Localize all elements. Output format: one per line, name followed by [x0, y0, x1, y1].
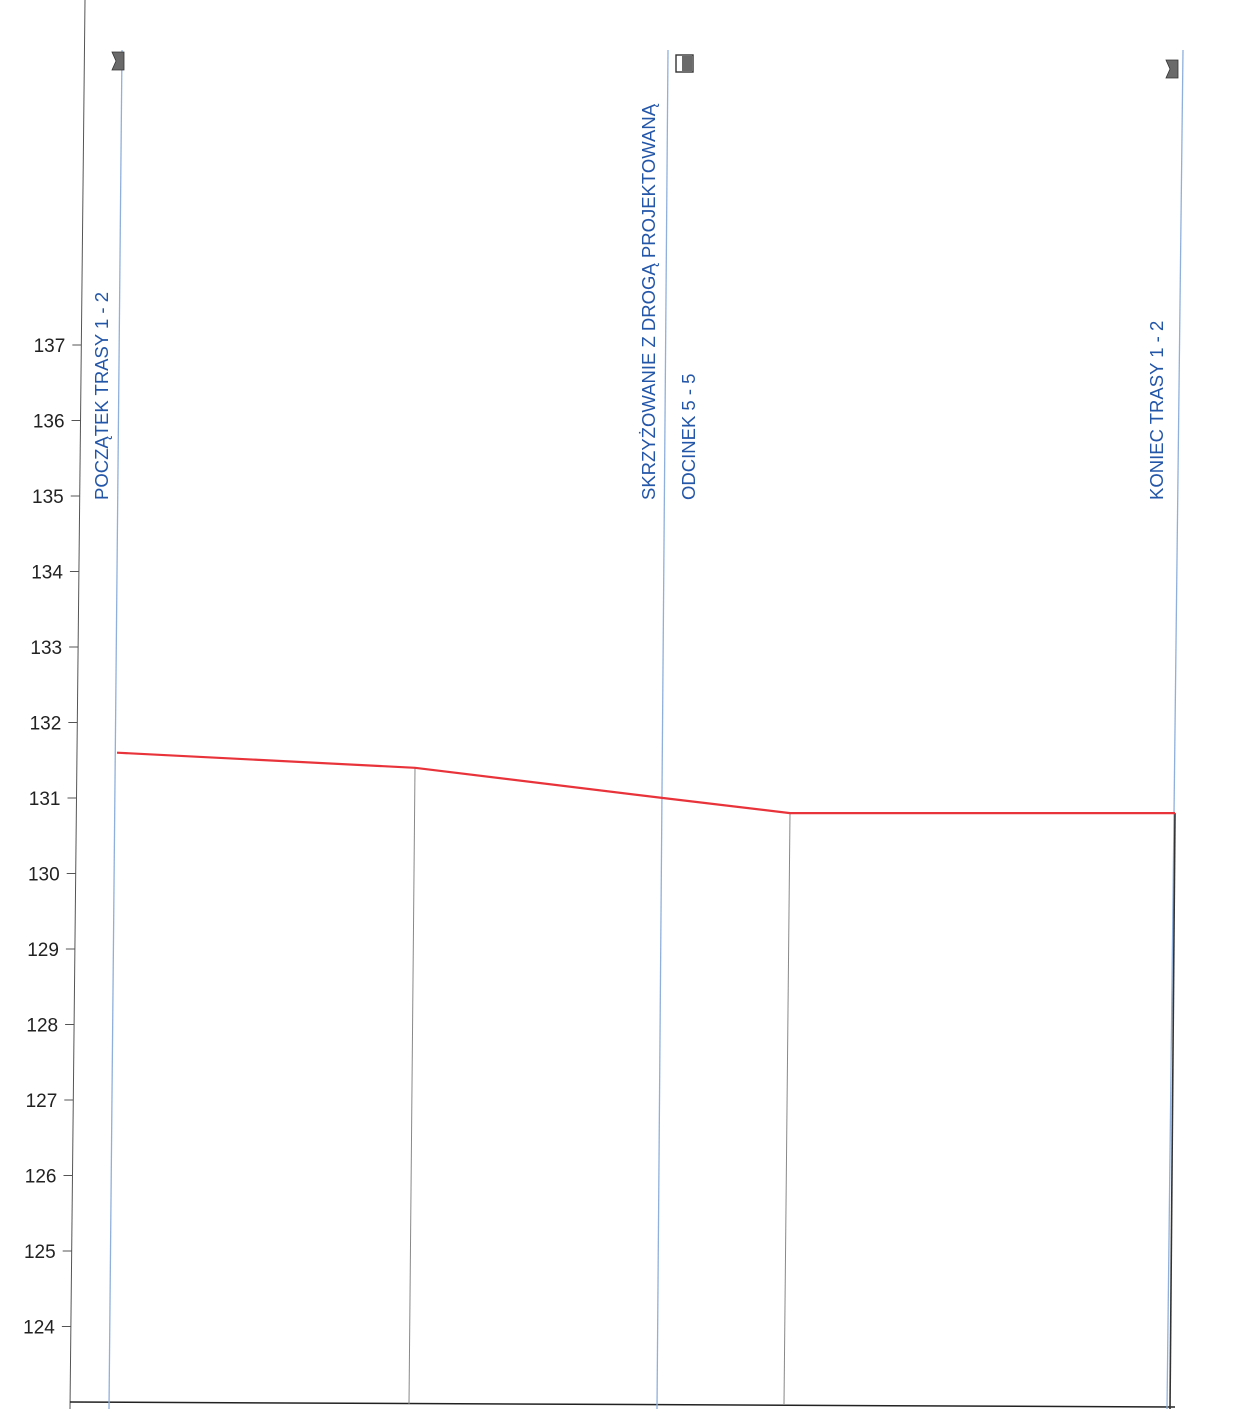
y-tick-label: 127: [26, 1091, 58, 1112]
y-tick-label: 135: [32, 487, 64, 508]
flag-shape: [111, 51, 125, 71]
station-line: [108, 49, 123, 1409]
y-tick-label: 125: [24, 1242, 56, 1263]
y-tick-label: 130: [28, 865, 60, 886]
y-tick-label: 131: [29, 789, 61, 810]
square-fill: [682, 56, 692, 71]
station-label: ODCINEK 5 - 5: [678, 374, 699, 500]
profile-line: [116, 751, 1175, 815]
flag-shape: [1165, 59, 1179, 79]
baseline: [69, 1401, 1176, 1408]
y-tick-label: 124: [23, 1318, 55, 1339]
station-label: KONIEC TRASY 1 - 2: [1146, 321, 1167, 500]
station-line: [656, 49, 669, 1409]
station-line: [1166, 49, 1184, 1409]
y-axis-line: [69, 0, 86, 1409]
y-tick-label: 133: [30, 638, 62, 659]
profile-end-line: [1169, 813, 1176, 1409]
station-flag-marker: [1165, 59, 1179, 79]
station-square-marker: [675, 54, 694, 73]
y-tick-label: 129: [27, 940, 59, 961]
station-label: SKRZYŻOWANIE Z DROGĄ PROJEKTOWANĄ: [638, 103, 659, 500]
station-label: POCZĄTEK TRASY 1 - 2: [91, 292, 112, 500]
y-tick-label: 136: [33, 412, 65, 433]
y-tick-label: 132: [30, 714, 62, 735]
station-flag-marker: [111, 51, 125, 71]
y-tick-label: 137: [34, 336, 66, 357]
y-tick-label: 128: [26, 1016, 58, 1037]
profile-drop-line: [408, 767, 416, 1405]
profile-drop-line: [783, 813, 791, 1405]
y-tick-label: 126: [25, 1167, 57, 1188]
y-tick-label: 134: [31, 563, 63, 584]
